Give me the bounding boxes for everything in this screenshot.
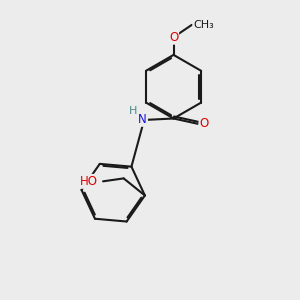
Text: H: H <box>129 106 137 116</box>
Text: O: O <box>200 117 209 130</box>
Text: CH₃: CH₃ <box>193 20 214 30</box>
Text: HO: HO <box>80 175 98 188</box>
Text: N: N <box>138 113 147 126</box>
Text: O: O <box>169 31 178 44</box>
